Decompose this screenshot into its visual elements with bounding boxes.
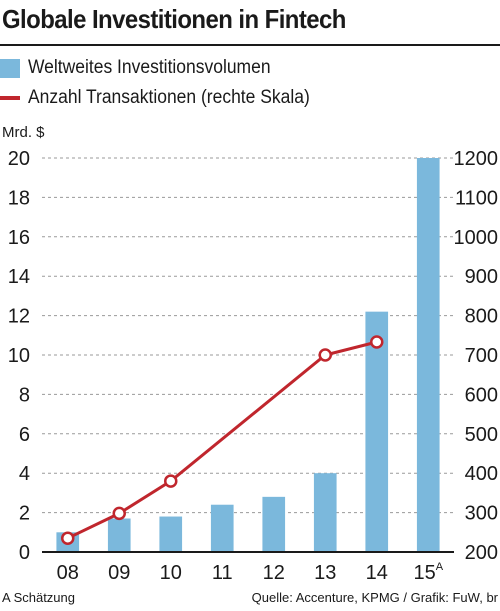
bar	[210, 504, 234, 552]
title-rule	[0, 44, 500, 46]
legend-swatch-line	[0, 96, 20, 100]
y-left-tick-label: 18	[8, 187, 30, 209]
y-right-tick-label: 400	[465, 463, 498, 485]
bar	[159, 516, 183, 552]
x-tick-label: 14	[366, 562, 388, 584]
bar	[313, 473, 337, 552]
x-tick-label: 09	[108, 562, 130, 584]
y-left-tick-label: 6	[19, 424, 30, 446]
y-left-tick-label: 2	[19, 503, 30, 525]
y-right-tick-label: 300	[465, 503, 498, 525]
x-tick-label: 08	[57, 562, 79, 584]
y-left-tick-label: 14	[8, 266, 30, 288]
y-right-tick-label: 700	[465, 345, 498, 367]
y-axis-unit-label: Mrd. $	[2, 124, 45, 141]
bar	[416, 158, 440, 552]
y-left-tick-label: 4	[19, 463, 30, 485]
bar	[107, 518, 131, 552]
line-point	[164, 474, 178, 488]
y-left-tick-label: 0	[19, 542, 30, 564]
line-point	[112, 506, 126, 521]
y-left-tick-label: 16	[8, 227, 30, 249]
y-right-tick-label: 900	[465, 266, 498, 288]
y-left-tick-label: 8	[19, 384, 30, 406]
chart-area: Mrd. $ 0 2 4 6 8 10 12 14 16 18 20 200 300 400 500 600 70…	[2, 124, 499, 584]
y-right-tick-label: 500	[465, 424, 498, 446]
y-left-tick-label: 10	[8, 345, 30, 367]
legend-item-line: Anzahl Transaktionen (rechte Skala)	[0, 84, 334, 112]
x-tick-label: 10	[160, 562, 182, 584]
x-tick-label: 15A	[413, 561, 443, 584]
y-right-tick-label: 1200	[454, 148, 499, 170]
legend-item-bars: Weltweites Investitionsvolumen	[0, 54, 292, 82]
line-point	[370, 335, 384, 349]
y-right-tick-label: 600	[465, 384, 498, 406]
chart-title: Globale Investitionen in Fintech	[2, 4, 346, 34]
y-left-tick-label: 20	[8, 148, 30, 170]
bar	[262, 496, 286, 552]
x-tick-label: 11	[212, 562, 233, 584]
bar	[365, 311, 389, 552]
legend-label-line: Anzahl Transaktionen (rechte Skala)	[28, 87, 310, 108]
legend-swatch-bars	[0, 58, 20, 78]
footnote: A Schätzung	[2, 590, 75, 605]
x-tick-label: 12	[263, 562, 285, 584]
y-right-tick-label: 1000	[454, 227, 499, 249]
line-point	[61, 531, 75, 545]
x-tick-label: 13	[314, 562, 336, 584]
y-right-tick-label: 800	[465, 306, 498, 328]
legend-label-bars: Weltweites Investitionsvolumen	[28, 57, 271, 78]
line-point	[318, 348, 332, 362]
source-credit: Quelle: Accenture, KPMG / Grafik: FuW, b…	[251, 590, 498, 605]
y-right-tick-label: 1100	[455, 187, 498, 209]
y-right-tick-label: 200	[465, 542, 498, 564]
y-left-tick-label: 12	[8, 306, 30, 328]
x-tick-superscript: A	[436, 561, 444, 573]
